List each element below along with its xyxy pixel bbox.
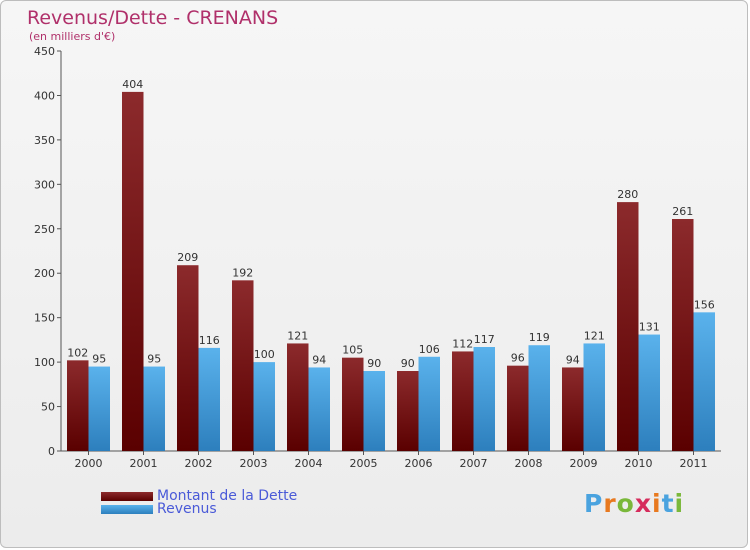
dette-value-label: 90 [401, 357, 415, 370]
revenus-bar [638, 334, 660, 451]
y-tick-label: 100 [34, 356, 55, 369]
revenus-value-label: 156 [694, 298, 715, 311]
x-tick-label: 2008 [515, 457, 543, 470]
logo-letter: i [652, 489, 662, 518]
bars [67, 91, 715, 451]
dette-bar [452, 351, 474, 451]
dette-bar [122, 91, 144, 451]
legend-swatch-revenus [101, 504, 153, 514]
revenus-value-label: 117 [474, 333, 495, 346]
revenus-bar [473, 347, 495, 451]
x-tick-label: 2002 [185, 457, 213, 470]
dette-value-label: 121 [287, 329, 308, 342]
y-tick-label: 450 [34, 45, 55, 58]
y-tick-label: 150 [34, 312, 55, 325]
dette-bar [287, 343, 309, 451]
dette-value-label: 404 [122, 78, 143, 91]
dette-bar [617, 202, 639, 451]
dette-bar [397, 371, 419, 451]
revenus-bar [418, 356, 440, 451]
x-tick-label: 2000 [75, 457, 103, 470]
revenus-value-label: 95 [92, 353, 106, 366]
legend-label-dette: Montant de la Dette [157, 488, 298, 504]
logo-letter: r [603, 489, 617, 518]
dette-value-label: 280 [617, 188, 638, 201]
legend-label-revenus: Revenus [157, 501, 217, 517]
revenus-value-label: 131 [639, 321, 660, 334]
x-tick-label: 2004 [295, 457, 323, 470]
dette-bar [507, 365, 529, 451]
dette-bar [672, 219, 694, 451]
x-tick-label: 2003 [240, 457, 268, 470]
revenus-bar [693, 312, 715, 451]
x-tick-label: 2010 [625, 457, 653, 470]
y-tick-label: 400 [34, 89, 55, 102]
revenus-bar [253, 362, 275, 451]
x-tick-label: 2011 [680, 457, 708, 470]
revenus-bar [143, 366, 165, 451]
dette-bar [67, 360, 89, 451]
legend-item-dette: Montant de la Dette [101, 488, 297, 504]
y-tick-label: 50 [41, 401, 55, 414]
axes: 0 50 100 150 200 250 300 350 400 450 2000 2001 2002 2… [34, 45, 721, 470]
y-tick-label: 250 [34, 223, 55, 236]
dette-bar [232, 280, 254, 451]
x-tick-label: 2009 [570, 457, 598, 470]
revenus-value-label: 95 [147, 353, 161, 366]
x-tick-label: 2005 [350, 457, 378, 470]
y-tick-label: 0 [48, 445, 55, 458]
dette-value-label: 102 [67, 346, 88, 359]
bar-labels: 102 95 404 95 209 116 192 100 121 94 105 90 90 106 112… [67, 78, 715, 370]
logo-letter: t [661, 489, 675, 518]
dette-bar [342, 357, 364, 451]
y-tick-label: 350 [34, 134, 55, 147]
chart-title: Revenus/Dette - CRENANS [27, 7, 279, 29]
x-tick-label: 2007 [460, 457, 488, 470]
dette-value-label: 192 [232, 266, 253, 279]
revenus-bar [88, 366, 110, 451]
revenus-value-label: 106 [419, 343, 440, 356]
revenus-bar [583, 343, 605, 451]
legend-item-revenus: Revenus [101, 501, 217, 517]
dette-bar [562, 367, 584, 451]
dette-bar [177, 265, 199, 451]
revenus-value-label: 100 [254, 348, 275, 361]
dette-value-label: 105 [342, 344, 363, 357]
logo-letter: P [584, 489, 604, 518]
revenus-value-label: 121 [584, 329, 605, 342]
y-tick-label: 200 [34, 267, 55, 280]
dette-value-label: 94 [566, 353, 580, 366]
revenus-value-label: 119 [529, 331, 550, 344]
revenus-value-label: 90 [367, 357, 381, 370]
revenus-value-label: 94 [312, 353, 326, 366]
y-tick-label: 300 [34, 178, 55, 191]
revenus-bar [308, 367, 330, 451]
chart-subtitle: (en milliers d'€) [29, 30, 116, 43]
dette-value-label: 112 [452, 337, 473, 350]
logo-letter: i [674, 489, 685, 518]
legend-swatch-dette [101, 491, 153, 501]
x-tick-label: 2006 [405, 457, 433, 470]
dette-value-label: 261 [672, 205, 693, 218]
logo-letter: x [634, 489, 652, 518]
proxiti-logo: Proxiti [584, 489, 684, 518]
revenus-value-label: 116 [199, 334, 220, 347]
logo-letter: o [616, 489, 635, 518]
dette-value-label: 209 [177, 251, 198, 264]
dette-value-label: 96 [511, 352, 525, 365]
revenus-bar [198, 347, 220, 451]
revenus-bar [528, 345, 550, 451]
x-tick-label: 2001 [130, 457, 158, 470]
revenus-bar [363, 371, 385, 451]
